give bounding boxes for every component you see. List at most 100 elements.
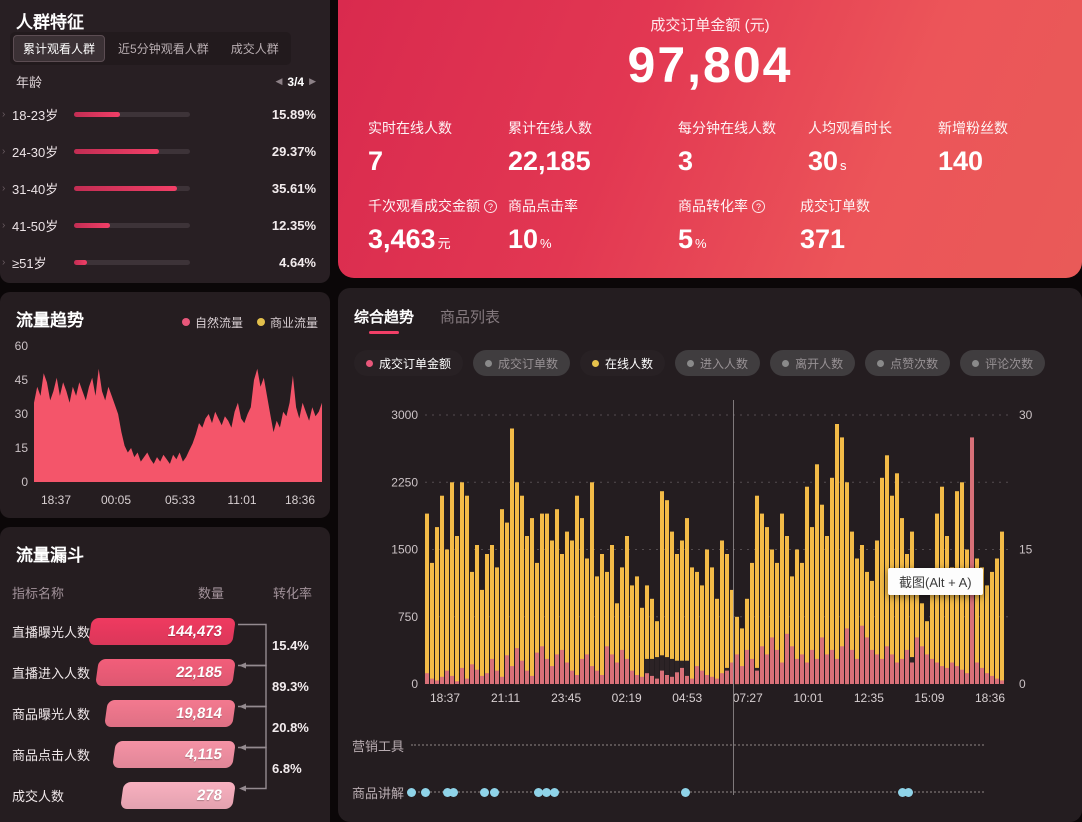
chip-5[interactable]: 点赞次数 <box>865 350 951 376</box>
funnel-row-label: 商品曝光人数 <box>12 707 91 722</box>
chip-label: 评论次数 <box>985 356 1034 371</box>
metric-label: 商品转化率? <box>678 196 765 216</box>
metric-label: 新增粉丝数 <box>938 120 1008 136</box>
chip-6[interactable]: 评论次数 <box>960 350 1046 376</box>
age-row: › 41-50岁 12.35% <box>0 207 330 244</box>
audience-panel: 人群特征 累计观看人群 近5分钟观看人群 成交人群 年龄 ◀ 3/4 ▶ › 18-2… <box>0 0 330 283</box>
funnel-row-label: 直播曝光人数 <box>12 625 91 640</box>
svg-text:15.4%: 15.4% <box>272 638 309 653</box>
metric-value: 22,185 <box>508 146 591 176</box>
event-row-label: 营销工具 <box>352 738 405 754</box>
funnel-row: 直播曝光人数 144,473 <box>12 611 242 652</box>
product-explain-dot[interactable] <box>534 788 544 797</box>
event-row-label: 商品讲解 <box>352 785 405 801</box>
chip-dot <box>366 359 373 367</box>
funnel-row: 商品曝光人数 19,814 <box>12 693 242 734</box>
chip-label: 点赞次数 <box>890 356 939 371</box>
summary-metric: 实时在线人数 7 <box>368 118 452 177</box>
age-bar-track <box>74 149 190 154</box>
product-explain-dot[interactable] <box>479 788 489 797</box>
summary-metric: 每分钟在线人数 3 <box>678 118 776 177</box>
funnel-row: 直播进入人数 22,185 <box>12 652 242 693</box>
metric-value: 7 <box>368 146 384 176</box>
chart-stack: 0 750 1500 2250 3000 0 15 30 18:37 21:11 23:45 02:1… <box>338 384 1082 822</box>
trend-tab-1[interactable]: 商品列表 <box>440 309 501 326</box>
svg-text:18:37: 18:37 <box>430 691 460 705</box>
chip-4[interactable]: 离开人数 <box>770 350 856 376</box>
pager-prev-icon[interactable]: ◀ <box>275 76 283 86</box>
legend-item-1[interactable]: 商业流量 <box>256 314 318 331</box>
trend-tab-0[interactable]: 综合趋势 <box>354 306 414 334</box>
chart-crosshair <box>733 400 734 795</box>
svg-text:1500: 1500 <box>391 543 418 557</box>
metric-chips: 成交订单金额 成交订单数 在线人数 进入人数 离开人数 点赞次数 评论次数 <box>354 350 1046 376</box>
traffic-title: 流量趋势 <box>16 311 84 330</box>
audience-tab-2[interactable]: 成交人群 <box>230 42 279 56</box>
funnel-row-label: 成交人数 <box>12 789 65 804</box>
combined-trend-chart[interactable]: 0 750 1500 2250 3000 0 15 30 18:37 21:11 23:45 02:1… <box>338 384 1082 714</box>
svg-text:60: 60 <box>15 339 29 353</box>
funnel-row: 成交人数 278 <box>12 775 242 816</box>
summary-amount: 97,804 <box>627 37 793 93</box>
product-explain-dot[interactable] <box>448 788 458 797</box>
product-explain-dot[interactable] <box>407 788 416 797</box>
chip-dot <box>972 359 980 367</box>
age-row-percent: 29.37% <box>271 144 316 159</box>
product-explain-dot[interactable] <box>443 788 453 797</box>
product-explain-dot[interactable] <box>490 788 500 797</box>
funnel-bar-zone: 19,814 <box>90 700 236 727</box>
svg-text:21:11: 21:11 <box>491 691 520 705</box>
metric-label: 实时在线人数 <box>368 120 452 136</box>
funnel-bar-zone: 278 <box>90 782 236 809</box>
legend-item-0[interactable]: 自然流量 <box>181 314 243 331</box>
help-icon[interactable]: ? <box>752 199 765 213</box>
svg-text:12:35: 12:35 <box>854 691 884 705</box>
chip-2[interactable]: 在线人数 <box>580 350 666 376</box>
funnel-bar: 278 <box>120 782 236 809</box>
svg-text:750: 750 <box>398 610 418 624</box>
pager-next-icon[interactable]: ▶ <box>309 76 316 86</box>
metric-value: 3,463 元 <box>368 224 451 254</box>
svg-text:15: 15 <box>15 441 29 455</box>
product-explain-dot[interactable] <box>903 788 913 797</box>
svg-text:3000: 3000 <box>391 408 418 422</box>
product-explain-dot[interactable] <box>420 788 430 797</box>
product-explain-dot[interactable] <box>898 788 908 797</box>
product-explain-dot[interactable] <box>550 788 560 797</box>
age-row: › 31-40岁 35.61% <box>0 170 330 207</box>
traffic-trend-panel: 流量趋势 自然流量 商业流量 60 45 30 15 0 18:37 00:05 05:33 11… <box>0 292 330 518</box>
audience-tab-0[interactable]: 累计观看人群 <box>13 35 106 62</box>
funnel-header-cvr: 转化率 <box>272 586 312 601</box>
funnel-bar-zone: 4,115 <box>90 741 236 768</box>
funnel-row: 商品点击人数 4,115 <box>12 734 242 775</box>
help-icon[interactable]: ? <box>484 199 497 213</box>
svg-text:6.8%: 6.8% <box>272 761 302 776</box>
product-explain-dot[interactable] <box>680 788 690 797</box>
svg-text:04:53: 04:53 <box>672 691 702 705</box>
metric-unit: % <box>540 236 552 251</box>
event-row-1: 商品讲解 <box>338 777 1082 807</box>
chip-0[interactable]: 成交订单金额 <box>354 350 464 376</box>
trend-tabs: 综合趋势 商品列表 <box>354 306 500 334</box>
age-rows: › 18-23岁 15.89% › 24-30岁 29.37% › 31-40岁 35.61% ›… <box>0 96 330 281</box>
metric-label: 每分钟在线人数 <box>678 120 776 136</box>
age-bar-track <box>74 186 190 191</box>
funnel-panel: 流量漏斗 指标名称 数量 转化率 直播曝光人数 144,473 直播进入人数 22,1… <box>0 527 330 822</box>
summary-metric: 商品转化率? 5% <box>678 196 765 255</box>
funnel-row-label: 直播进入人数 <box>12 666 91 681</box>
summary-title: 成交订单金额 (元) <box>650 17 770 34</box>
audience-tab-1[interactable]: 近5分钟观看人群 <box>118 42 209 56</box>
funnel-bar-zone: 22,185 <box>90 659 236 686</box>
funnel-bar: 144,473 <box>88 618 236 645</box>
age-row-marker: › <box>2 183 6 194</box>
legend-dot <box>181 318 190 326</box>
age-row-label: 18-23岁 <box>12 108 59 123</box>
chip-1[interactable]: 成交订单数 <box>473 350 571 376</box>
traffic-trend-chart[interactable]: 60 45 30 15 0 18:37 00:05 05:33 11:01 18:36 <box>4 332 326 514</box>
traffic-legend: 自然流量 商业流量 <box>181 314 318 331</box>
age-row: › ≥51岁 4.64% <box>0 244 330 281</box>
funnel-header-qty: 数量 <box>197 586 224 601</box>
product-explain-dot[interactable] <box>542 788 552 797</box>
chip-3[interactable]: 进入人数 <box>675 350 761 376</box>
